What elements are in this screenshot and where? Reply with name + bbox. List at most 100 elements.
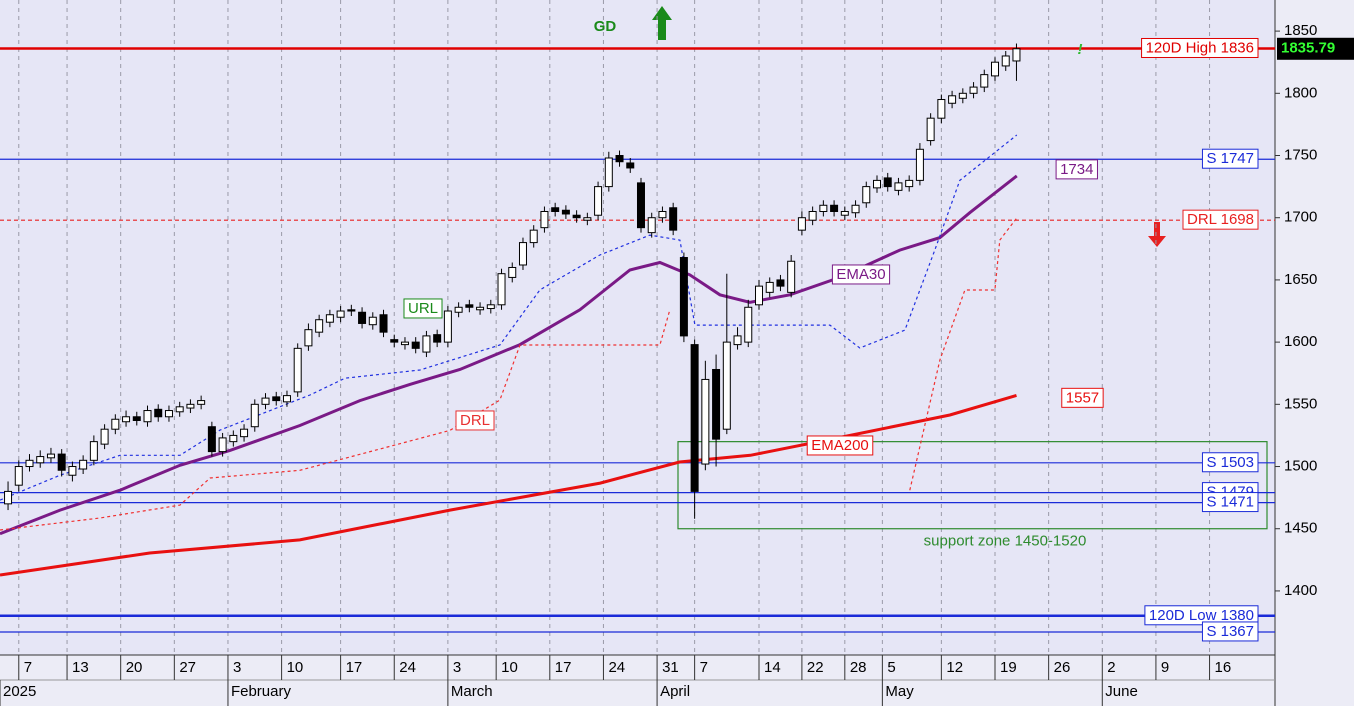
candle-body xyxy=(894,182,903,191)
indicator-line xyxy=(0,217,1018,531)
x-tick-label: 14 xyxy=(764,659,781,676)
candle-body xyxy=(540,210,549,229)
x-tick-label: 24 xyxy=(608,659,625,676)
down-arrow xyxy=(1148,222,1166,247)
indicator-line xyxy=(0,174,1018,536)
candle-body xyxy=(422,335,431,353)
candle-body xyxy=(454,306,463,313)
candle-body xyxy=(336,310,345,318)
level-label: S 1503 xyxy=(1206,454,1254,471)
x-tick-label: 7 xyxy=(24,659,32,676)
y-tick-label: 1450 xyxy=(1284,520,1317,537)
month-label: February xyxy=(231,683,292,700)
candle-body xyxy=(261,397,270,405)
level-label: S 1747 xyxy=(1206,150,1254,167)
candle-body xyxy=(111,418,120,430)
candle-body xyxy=(143,410,152,423)
candle-body xyxy=(100,428,109,445)
candle-body xyxy=(905,179,914,188)
support-zone-label: support zone 1450-1520 xyxy=(924,533,1087,550)
x-tick-label: 5 xyxy=(887,659,895,676)
candle-body xyxy=(658,210,667,219)
y-tick-label: 1800 xyxy=(1284,84,1317,101)
candle-body xyxy=(776,279,785,287)
candle-body xyxy=(1012,48,1021,62)
candle-body xyxy=(991,61,1000,77)
candle-body xyxy=(561,209,570,215)
candle-body xyxy=(604,157,613,188)
candle-body xyxy=(615,155,624,163)
candle-body xyxy=(197,400,206,405)
candle-body xyxy=(958,92,967,99)
candle-body xyxy=(229,434,238,443)
x-tick-label: 9 xyxy=(1161,659,1169,676)
month-label: March xyxy=(451,683,493,700)
candle-body xyxy=(744,306,753,343)
label-box xyxy=(1055,159,1098,180)
candle-body xyxy=(572,214,581,219)
candle-body xyxy=(583,217,592,221)
candle-body xyxy=(840,210,849,216)
candle-body xyxy=(46,453,55,459)
candle-body xyxy=(315,319,324,333)
candle-body xyxy=(4,490,13,505)
x-tick-label: 13 xyxy=(72,659,89,676)
month-label: 2025 xyxy=(3,683,36,700)
candle-body xyxy=(282,395,291,403)
y-axis-area xyxy=(1275,0,1354,706)
label-box xyxy=(455,410,495,431)
y-tick-label: 1500 xyxy=(1284,457,1317,474)
label-box xyxy=(1144,605,1259,626)
candle-body xyxy=(508,266,517,278)
candle-body xyxy=(497,273,506,306)
candle-body xyxy=(872,179,881,189)
candle-body xyxy=(594,186,603,216)
candle-body xyxy=(14,466,23,486)
candle-body xyxy=(400,341,409,346)
candle-body xyxy=(862,186,871,204)
label-box xyxy=(1201,148,1259,169)
candle-body xyxy=(132,416,141,421)
candle-body xyxy=(122,416,131,423)
candle-body xyxy=(969,86,978,94)
x-tick-label: 31 xyxy=(662,659,679,676)
candle-body xyxy=(915,148,924,181)
price-badge xyxy=(1277,37,1354,60)
x-tick-label: 7 xyxy=(700,659,708,676)
indicator-line xyxy=(0,393,1017,577)
candle-body xyxy=(207,426,216,453)
candle-body xyxy=(304,329,313,347)
candle-body xyxy=(390,339,399,343)
x-tick-label: 17 xyxy=(555,659,572,676)
candle-body xyxy=(797,217,806,231)
y-tick-label: 1850 xyxy=(1284,22,1317,39)
candle-body xyxy=(551,207,560,212)
series-name: EMA200 xyxy=(811,437,869,454)
up-arrow xyxy=(652,6,672,40)
x-tick-label: 2 xyxy=(1107,659,1115,676)
candle-body xyxy=(443,310,452,343)
series-name: EMA30 xyxy=(836,266,885,283)
candle-body xyxy=(272,396,281,402)
label-box xyxy=(1201,492,1259,513)
candle-body xyxy=(186,403,195,409)
candle-body xyxy=(175,406,184,413)
level-label: 120D High 1836 xyxy=(1146,39,1254,56)
candle-body xyxy=(787,260,796,293)
candle-body xyxy=(701,378,710,465)
candle-body xyxy=(89,441,98,461)
candle-body xyxy=(250,403,259,428)
candle-body xyxy=(518,242,527,266)
candle-body xyxy=(948,95,957,104)
x-tick-label: 10 xyxy=(287,659,304,676)
price-badge-label: 1835.79 xyxy=(1281,40,1335,57)
annotation: ! xyxy=(1078,41,1083,58)
label-box xyxy=(806,435,874,456)
month-label: June xyxy=(1105,683,1138,700)
annotation: DRL xyxy=(460,412,490,429)
candle-body xyxy=(79,459,88,470)
annotation: GD xyxy=(594,18,617,35)
candle-body xyxy=(883,177,892,188)
month-label: May xyxy=(885,683,914,700)
